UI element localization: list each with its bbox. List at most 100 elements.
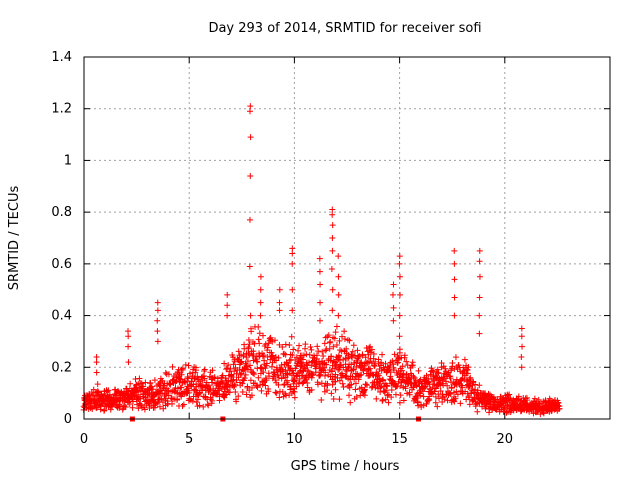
data-point (275, 354, 282, 361)
data-point (185, 362, 192, 369)
data-point (335, 312, 342, 319)
data-point (154, 317, 161, 324)
data-point (286, 342, 293, 349)
data-point (154, 328, 161, 335)
data-point (420, 393, 427, 400)
data-point (257, 299, 264, 306)
data-point (371, 363, 378, 370)
data-point (465, 364, 472, 371)
data-point (276, 394, 283, 401)
data-point (518, 333, 525, 340)
data-point (377, 384, 384, 391)
data-point (136, 375, 143, 382)
data-point (336, 363, 343, 370)
y-tick-label: 1.4 (51, 50, 72, 65)
data-point (93, 369, 100, 376)
data-point (476, 312, 483, 319)
data-point (265, 370, 272, 377)
data-point (186, 389, 193, 396)
data-point (349, 348, 356, 355)
data-point (316, 268, 323, 275)
data-point (459, 384, 466, 391)
data-point (98, 390, 105, 397)
data-point (379, 351, 386, 358)
data-point (466, 401, 473, 408)
data-point (319, 366, 326, 373)
data-point (300, 379, 307, 386)
data-point (283, 370, 290, 377)
data-point (288, 333, 295, 340)
data-point (271, 337, 278, 344)
data-point (283, 359, 290, 366)
data-point (400, 372, 407, 379)
data-point (434, 370, 441, 377)
data-point (153, 400, 160, 407)
data-point (231, 358, 238, 365)
data-point (348, 351, 355, 358)
data-point (140, 383, 147, 390)
data-point (379, 397, 386, 404)
data-point (268, 363, 275, 370)
grid-layer (84, 57, 610, 419)
data-point (384, 383, 391, 390)
data-point (519, 343, 526, 350)
data-point (246, 351, 253, 358)
data-point (289, 286, 296, 293)
data-point (193, 399, 200, 406)
data-point (355, 354, 362, 361)
data-point (317, 281, 324, 288)
data-point (448, 385, 455, 392)
data-point (494, 396, 501, 403)
data-point (555, 406, 562, 413)
data-point (303, 351, 310, 358)
data-point (291, 388, 298, 395)
data-point (335, 291, 342, 298)
data-point (284, 377, 291, 384)
data-point (385, 399, 392, 406)
data-point (324, 380, 331, 387)
data-point (154, 299, 161, 306)
data-point (329, 206, 336, 213)
data-point (292, 365, 299, 372)
data-point (354, 347, 361, 354)
data-point (260, 369, 267, 376)
data-point (301, 364, 308, 371)
data-point (440, 363, 447, 370)
data-point (191, 386, 198, 393)
data-point (432, 399, 439, 406)
data-point (230, 361, 237, 368)
data-point (196, 390, 203, 397)
data-point (169, 400, 176, 407)
data-point (346, 392, 353, 399)
data-point (289, 307, 296, 314)
data-point (452, 354, 459, 361)
data-point (396, 349, 403, 356)
data-point (154, 338, 161, 345)
data-point (205, 382, 212, 389)
data-point (182, 361, 189, 368)
data-point (236, 367, 243, 374)
data-point (346, 337, 353, 344)
data-point (247, 103, 254, 110)
y-axis-label: SRMTID / TECUs (7, 186, 22, 291)
data-point (395, 378, 402, 385)
data-point (388, 394, 395, 401)
data-point (317, 299, 324, 306)
data-point (329, 235, 336, 241)
data-point (410, 373, 417, 380)
data-point (263, 377, 270, 384)
data-point (404, 362, 411, 369)
data-point (451, 260, 458, 267)
data-point (125, 333, 132, 340)
data-point (293, 383, 300, 390)
data-point (272, 376, 279, 383)
data-point (245, 336, 252, 343)
data-point (466, 394, 473, 401)
data-point (239, 380, 246, 387)
data-point (322, 347, 329, 354)
data-point (250, 350, 257, 357)
data-point (372, 358, 379, 365)
data-point (332, 378, 339, 385)
data-point (308, 374, 315, 381)
data-point (451, 398, 458, 405)
